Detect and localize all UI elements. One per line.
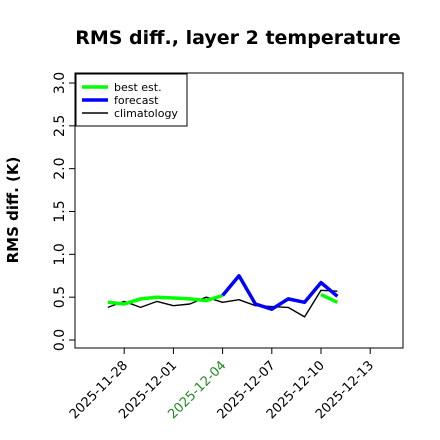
y-axis: 0.0 0.5 1.0 1.5 2.0 2.5 3.0 (52, 72, 75, 351)
series-layer (107, 274, 339, 318)
series-line-best-est- (107, 293, 224, 306)
series-line-best-est- (320, 293, 339, 304)
y-tick-label: 1.0 (52, 243, 68, 265)
y-tick-label: 1.5 (52, 200, 68, 222)
y-axis-label: RMS diff. (K) (4, 157, 22, 264)
y-tick-label: 0.0 (52, 329, 68, 351)
series-line-forecast (221, 274, 339, 311)
chart-title: RMS diff., layer 2 temperature (75, 27, 401, 49)
y-tick-label: 3.0 (52, 72, 68, 94)
x-axis: 2025-11-282025-12-012025-12-042025-12-07… (67, 348, 377, 422)
legend-entry: climatology (114, 107, 178, 120)
series-line-climatology (107, 289, 338, 318)
y-tick-label: 2.5 (52, 115, 68, 137)
y-tick-label: 0.5 (52, 286, 68, 308)
y-tick-label: 2.0 (52, 158, 68, 180)
legend-entry: best est. (114, 81, 162, 94)
legend-entry: forecast (114, 94, 159, 107)
